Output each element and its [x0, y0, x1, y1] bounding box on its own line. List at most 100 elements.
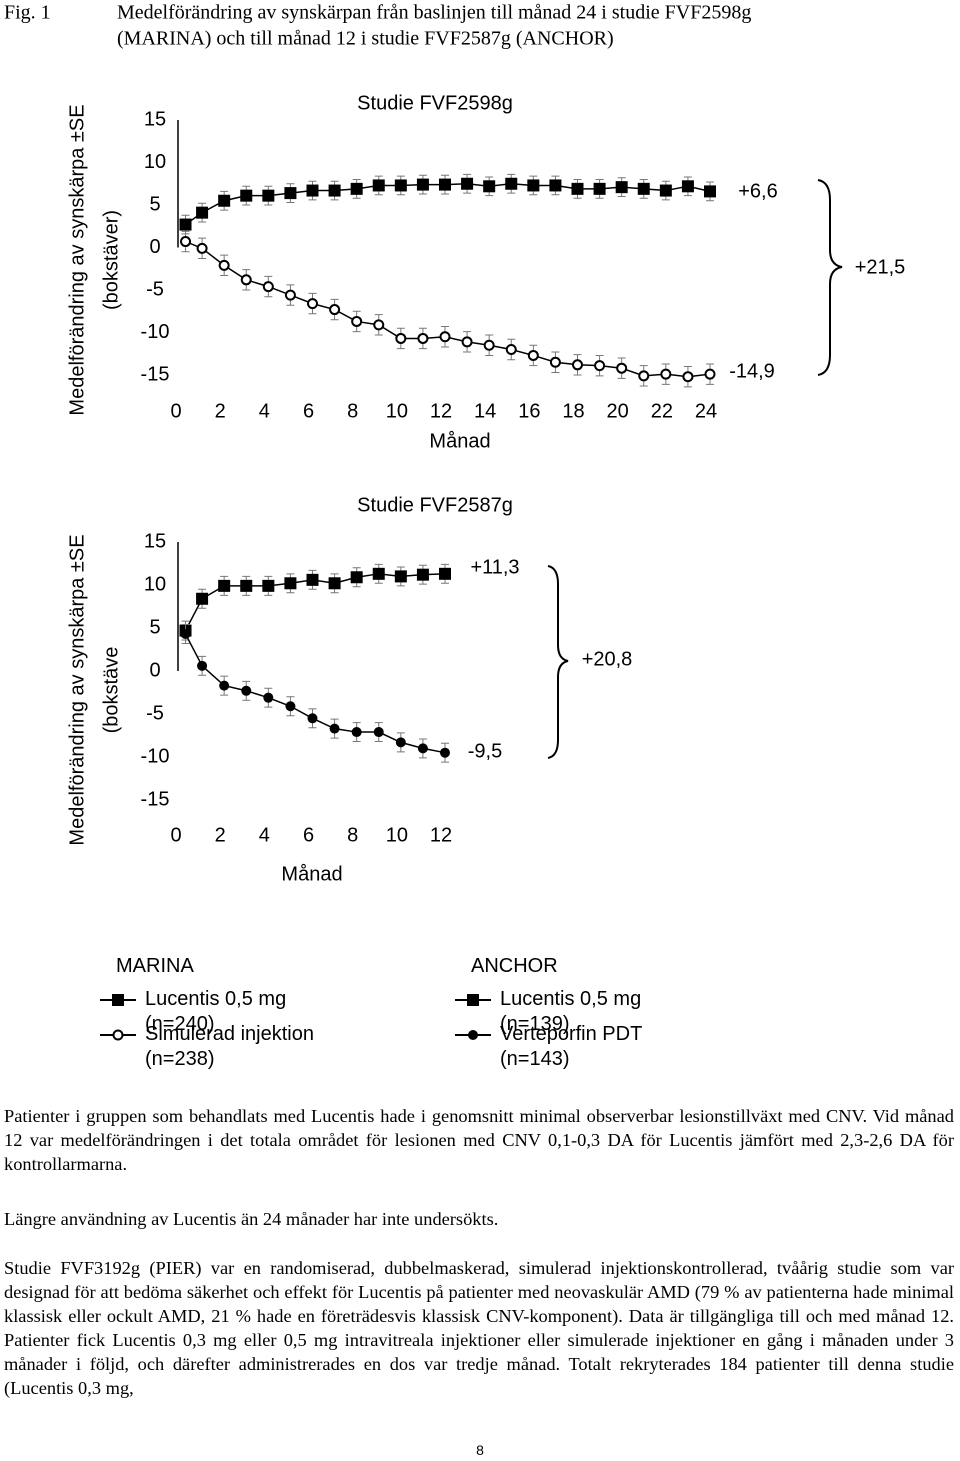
brace	[817, 179, 843, 376]
marker	[196, 592, 209, 605]
page-number: 8	[476, 1442, 484, 1458]
marker	[240, 189, 253, 202]
marker	[571, 182, 584, 195]
y-tick-label: -5	[146, 278, 164, 300]
y-tick-label: -15	[141, 788, 170, 810]
x-tick-label: 6	[303, 824, 314, 846]
y-tick-label: 15	[144, 108, 166, 130]
marker	[395, 332, 407, 344]
marker	[594, 360, 606, 372]
annotation: +20,8	[582, 648, 633, 670]
y-tick-label: -5	[146, 702, 164, 724]
marker	[218, 259, 230, 271]
marker	[394, 570, 407, 583]
marker	[527, 349, 539, 361]
y-tick-label: 0	[149, 659, 160, 681]
marker	[196, 242, 208, 254]
annotation: -9,5	[468, 740, 502, 762]
marker	[505, 344, 517, 355]
marker	[682, 371, 694, 383]
paragraph: Patienter i gruppen som behandlats med L…	[4, 1106, 954, 1174]
legend-symbol	[100, 1029, 136, 1041]
x-tick-label: 14	[474, 400, 496, 422]
y-tick-label: 0	[149, 236, 160, 258]
marker	[284, 187, 297, 200]
y-tick-label: 5	[149, 193, 160, 215]
marker	[638, 370, 650, 382]
chart-title: Studie FVF2598g	[357, 92, 513, 114]
marker	[394, 179, 407, 192]
marker	[218, 194, 231, 207]
marker	[637, 182, 650, 195]
marker	[262, 579, 275, 592]
marker	[461, 336, 473, 348]
legend-label: Verteporfin PDT (n=143)	[500, 1023, 642, 1070]
marker	[285, 701, 296, 712]
marker	[262, 281, 274, 293]
y-axis-title: Medelförändring av synskärpa ±SE	[66, 534, 88, 845]
marker	[416, 568, 429, 581]
figure: Fig. 1 Medelförändring av synskärpan frå…	[4, 2, 905, 886]
marker	[197, 660, 208, 671]
y-tick-label: 10	[144, 573, 166, 595]
marker	[180, 629, 191, 640]
x-tick-label: 4	[259, 400, 270, 422]
marker	[505, 177, 518, 190]
marker	[704, 368, 716, 380]
annotation: +11,3	[470, 556, 519, 578]
x-tick-label: 4	[259, 824, 270, 846]
figure-title: Medelförändring av synskärpan från basli…	[117, 2, 751, 24]
marker	[241, 685, 252, 696]
marker	[483, 180, 496, 193]
marker	[372, 179, 385, 192]
legend-symbol	[455, 1030, 491, 1040]
marker	[240, 274, 252, 286]
marker	[350, 571, 363, 584]
marker	[439, 178, 451, 191]
y-tick-label: 10	[144, 151, 166, 173]
y-tick-label: -10	[141, 745, 170, 767]
legend-symbol	[455, 994, 491, 1006]
marker	[351, 315, 363, 327]
marker	[395, 737, 406, 748]
y-axis-title: (bokstäver)	[100, 210, 122, 310]
marker	[373, 319, 385, 331]
marker	[263, 692, 274, 703]
x-tick-label: 0	[170, 400, 181, 422]
annotation: +6,6	[738, 180, 777, 202]
marker	[439, 331, 451, 343]
y-axis-title: (bokstäve	[100, 647, 122, 734]
series-line	[185, 240, 711, 378]
x-tick-label: 22	[651, 400, 673, 422]
marker	[416, 178, 429, 191]
legend-label: Lucentis 0,5 mg (n=139)	[500, 988, 642, 1035]
marker	[417, 743, 428, 754]
marker	[593, 182, 606, 195]
x-tick-label: 2	[215, 400, 226, 422]
marker	[196, 206, 209, 219]
y-tick-label: -15	[141, 363, 170, 385]
marker	[527, 179, 540, 192]
x-tick-label: 18	[562, 400, 584, 422]
annotation: -14,9	[729, 360, 775, 382]
x-tick-label: 8	[347, 400, 358, 422]
y-tick-label: 15	[144, 530, 166, 552]
marker	[262, 189, 275, 202]
paragraph: Längre användning av Lucentis än 24 måna…	[4, 1209, 499, 1229]
x-tick-label: 6	[303, 400, 314, 422]
marker	[659, 184, 672, 197]
x-tick-label: 24	[695, 400, 717, 422]
marker	[616, 362, 628, 374]
x-tick-label: 8	[347, 824, 358, 846]
marker	[468, 1030, 478, 1040]
x-tick-label: 12	[430, 400, 452, 422]
marker	[440, 747, 450, 758]
marker	[615, 181, 628, 194]
x-tick-label: 16	[518, 400, 540, 422]
marker	[681, 180, 694, 193]
legend-label: Lucentis 0,5 mg (n=240)	[145, 988, 287, 1035]
x-tick-label: 0	[170, 824, 181, 846]
marker	[350, 182, 363, 195]
marker	[483, 339, 495, 351]
marker	[572, 359, 583, 371]
